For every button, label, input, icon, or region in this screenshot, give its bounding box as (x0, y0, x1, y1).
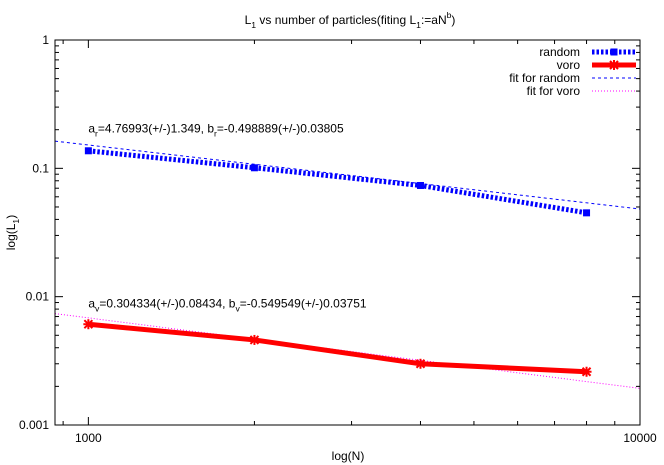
marker-stroke (249, 335, 260, 345)
y-axis-label-part: log(L (4, 223, 18, 250)
fit-annotation: av=0.304334(+/-)0.08434, bv=-0.549549(+/… (88, 297, 367, 314)
y-tick-label: 0.1 (32, 161, 49, 175)
fit-annotation-part: r (95, 129, 98, 139)
data-point (83, 319, 94, 330)
y-axis-label-part: 1 (11, 219, 21, 224)
plot-frame (54, 39, 641, 426)
data-point (609, 60, 619, 70)
data-point (416, 181, 424, 189)
data-series (88, 148, 587, 375)
data-point (250, 164, 258, 172)
series-line-0 (88, 148, 587, 216)
series-line-1 (88, 321, 587, 375)
x-axis-label: log(N) (332, 449, 365, 463)
fit-annotation-part: =4.76993(+/-)1.349, b (98, 122, 214, 136)
y-tick-label: 0.001 (19, 418, 49, 432)
fit-annotation-part: v (95, 304, 100, 314)
fit-annotation-part: a (88, 297, 95, 311)
marker-stroke (609, 60, 619, 70)
data-point (415, 358, 426, 369)
chart-title: L1 vs number of particles(fiting L1:=aNb… (245, 10, 456, 30)
y-axis-label: log(L1) (4, 215, 21, 250)
x-tick-label: 10000 (623, 431, 657, 445)
axes (54, 39, 641, 426)
fit-annotation-part: =0.304334(+/-)0.08434, b (99, 297, 235, 311)
chart-title-part: :=aN (421, 13, 447, 27)
fit-annotation-part: v (235, 304, 240, 314)
chart-title-part: b (447, 10, 452, 20)
chart-title-part: ) (451, 13, 455, 27)
fit-annotation-part: =-0.549549(+/-)0.03751 (240, 297, 367, 311)
chart-title-part: 1 (416, 20, 421, 30)
data-point (610, 48, 618, 56)
chart-title-part: vs number of particles(fiting L (256, 13, 416, 27)
fit-line-2 (55, 140, 640, 210)
y-axis-label-part: ) (4, 215, 18, 219)
y-tick-label: 0.01 (26, 290, 50, 304)
fit-annotation-part: a (88, 122, 95, 136)
data-markers (83, 147, 592, 377)
fit-annotation-part: =-0.498889(+/-)0.03805 (217, 122, 344, 136)
y-tick-label: 1 (42, 33, 49, 47)
legend-label: random (539, 45, 580, 59)
data-point (249, 334, 260, 345)
marker-stroke (581, 367, 592, 377)
legend-label: fit for random (509, 71, 580, 85)
marker-stroke (415, 359, 426, 369)
data-point (583, 209, 591, 217)
legend-label: voro (557, 58, 581, 72)
chart-title-part: 1 (251, 20, 256, 30)
data-point (84, 147, 92, 155)
legend-label: fit for voro (527, 84, 581, 98)
fit-annotation: ar=4.76993(+/-)1.349, br=-0.498889(+/-)0… (88, 122, 344, 139)
fit-annotation-part: r (214, 129, 217, 139)
data-point (581, 366, 592, 377)
marker-stroke (83, 319, 94, 329)
x-tick-label: 1000 (75, 431, 102, 445)
chart-title-part: L (245, 13, 252, 27)
